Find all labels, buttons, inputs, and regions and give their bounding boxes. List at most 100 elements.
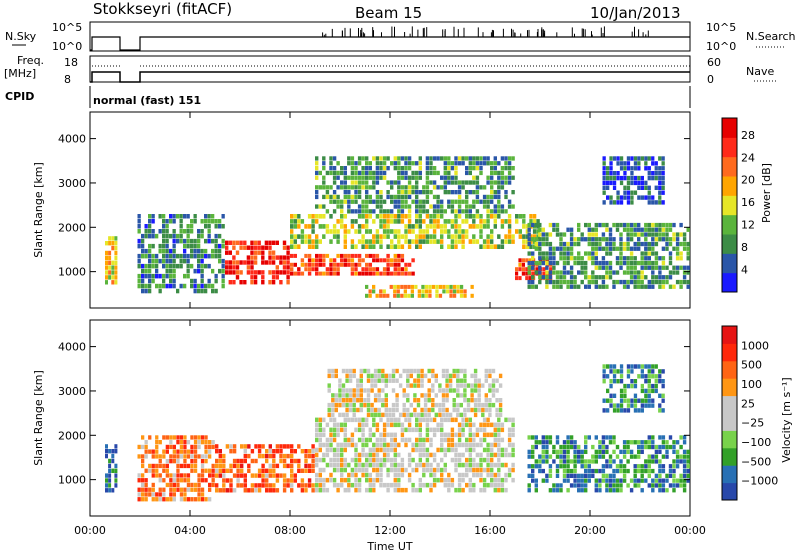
echo-cell-6 <box>640 383 644 389</box>
echo-cell-6 <box>606 398 610 403</box>
echo-cell-8 <box>555 284 560 289</box>
echo-cell-5 <box>608 435 613 440</box>
echo-cell-6 <box>470 293 474 298</box>
echo-cell-3 <box>304 267 308 272</box>
echo-cell-3 <box>500 437 505 443</box>
echo-cell-3 <box>340 262 344 267</box>
echo-cell-5 <box>594 435 598 440</box>
echo-cell-4 <box>375 234 380 239</box>
echo-cell-1 <box>183 283 187 289</box>
echo-cell-4 <box>359 378 363 383</box>
echo-cell-9 <box>644 185 648 190</box>
echo-cell-1 <box>162 224 166 229</box>
echo-cell-9 <box>658 195 662 200</box>
echo-cell-5 <box>336 185 340 190</box>
echo-cell-5 <box>379 156 383 161</box>
echo-cell-4 <box>457 229 462 234</box>
echo-cell-5 <box>365 199 369 204</box>
echo-cell-2 <box>286 255 290 260</box>
colorbar-tick-label: −1000 <box>741 475 778 488</box>
echo-cell-5 <box>658 464 662 469</box>
echo-cell-0 <box>108 483 112 488</box>
echo-cell-4 <box>379 239 383 244</box>
echo-cell-2 <box>232 280 236 285</box>
echo-cell-1 <box>193 248 197 254</box>
echo-cell-1 <box>190 468 194 473</box>
echo-cell-5 <box>573 449 577 454</box>
echo-cell-3 <box>486 422 490 428</box>
echo-cell-2 <box>257 449 262 454</box>
echo-cell-1 <box>190 263 194 269</box>
echo-cell-5 <box>629 488 634 493</box>
echo-cell-6 <box>651 398 655 403</box>
echo-cell-1 <box>165 482 169 488</box>
echo-cell-5 <box>415 190 419 195</box>
echo-cell-2 <box>271 270 276 275</box>
echo-cell-3 <box>511 452 515 458</box>
echo-cell-4 <box>475 239 480 244</box>
echo-cell-8 <box>598 241 602 247</box>
echo-cell-4 <box>293 224 297 229</box>
echo-cell-5 <box>361 209 365 214</box>
echo-cell-5 <box>382 161 387 166</box>
echo-cell-6 <box>602 364 606 369</box>
echo-cell-2 <box>307 453 312 459</box>
echo-cell-5 <box>507 199 512 204</box>
echo-cell-9 <box>661 171 665 176</box>
echo-cell-4 <box>456 412 460 418</box>
echo-cell-3 <box>425 427 430 433</box>
echo-cell-8 <box>605 284 609 289</box>
echo-cell-3 <box>447 442 451 448</box>
echo-cell-9 <box>602 171 606 176</box>
echo-cell-8 <box>626 232 630 237</box>
echo-cell-3 <box>322 487 326 493</box>
echo-cell-6 <box>623 383 627 389</box>
echo-cell-0 <box>105 453 108 459</box>
echo-cell-3 <box>368 271 372 276</box>
echo-cell-6 <box>428 284 432 289</box>
echo-cell-8 <box>534 222 538 228</box>
echo-cell-8 <box>665 275 669 280</box>
echo-cell-9 <box>661 185 665 190</box>
echo-cell-4 <box>341 393 346 398</box>
echo-cell-5 <box>527 449 531 454</box>
echo-cell-7 <box>518 258 522 263</box>
echo-cell-4 <box>498 383 503 388</box>
echo-cell-3 <box>315 258 319 263</box>
echo-cell-1 <box>179 214 183 219</box>
echo-cell-8 <box>559 246 563 251</box>
echo-cell-8 <box>640 284 644 289</box>
echo-cell-5 <box>647 444 651 450</box>
echo-cell-4 <box>390 219 394 224</box>
echo-cell-5 <box>562 454 567 459</box>
echo-cell-4 <box>297 244 301 249</box>
echo-cell-1 <box>204 497 208 502</box>
echo-cell-3 <box>318 477 322 483</box>
echo-cell-6 <box>456 284 460 289</box>
echo-cell-6 <box>435 284 439 289</box>
echo-cell-4 <box>404 234 408 239</box>
echo-cell-1 <box>137 487 141 492</box>
echo-cell-3 <box>490 422 494 428</box>
echo-cell-1 <box>179 497 184 502</box>
echo-cell-4 <box>490 229 494 234</box>
echo-cell-5 <box>562 473 567 478</box>
echo-cell-1 <box>190 248 194 254</box>
echo-cell-3 <box>322 253 326 258</box>
echo-cell-1 <box>144 492 148 497</box>
echo-cell-2 <box>250 280 254 285</box>
echo-cell-4 <box>307 239 312 244</box>
echo-cell-1 <box>162 497 166 502</box>
echo-cell-1 <box>169 487 173 492</box>
echo-cell-4 <box>481 407 485 413</box>
echo-cell-9 <box>633 166 638 171</box>
echo-cell-8 <box>682 241 687 247</box>
echo-cell-3 <box>400 267 405 272</box>
echo-cell-7 <box>518 262 522 267</box>
echo-cell-5 <box>559 464 563 469</box>
echo-cell-2 <box>300 488 305 493</box>
echo-cell-1 <box>144 454 148 459</box>
echo-cell-5 <box>679 483 683 488</box>
echo-cell-5 <box>486 156 490 161</box>
